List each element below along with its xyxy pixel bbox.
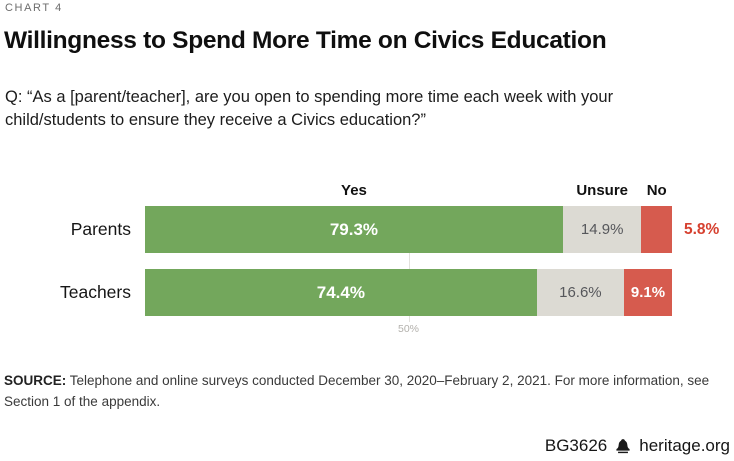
value-label-teachers-unsure: 16.6% (559, 284, 602, 301)
liberty-bell-icon (616, 439, 630, 454)
footer-site: heritage.org (639, 436, 730, 455)
stacked-bar-chart: 50% Yes Unsure No Parents 5.8% 79.3% 14.9% Teac… (0, 180, 734, 340)
bar-row-parents: Parents 5.8% 79.3% 14.9% (0, 206, 734, 253)
value-label-outside-parents-no: 5.8% (684, 221, 720, 238)
footer: BG3626 heritage.org (545, 435, 730, 457)
bar-segment-parents-no (641, 206, 672, 253)
row-label-parents: Parents (70, 219, 131, 239)
bar-segment-parents-yes: 79.3% (145, 206, 563, 253)
column-header-unsure: Unsure (576, 182, 629, 199)
bar-segment-parents-unsure: 14.9% (562, 206, 642, 253)
report-id: BG3626 (544, 436, 608, 455)
gridline-label: 50% (397, 323, 420, 335)
source-prefix: SOURCE: (4, 373, 67, 388)
bar-segment-teachers-yes: 74.4% (145, 269, 537, 316)
row-label-teachers: Teachers (59, 282, 131, 302)
value-label-parents-yes: 79.3% (329, 219, 379, 239)
bar-track: 79.3% 14.9% (145, 206, 672, 253)
bar-row-teachers: Teachers 74.4% 16.6% 9.1% (0, 269, 734, 316)
survey-question: Q: “As a [parent/teacher], are you open … (5, 88, 614, 129)
value-label-teachers-no: 9.1% (630, 284, 666, 301)
value-label-parents-unsure: 14.9% (580, 221, 624, 238)
bar-segment-teachers-unsure: 16.6% (536, 269, 625, 316)
column-header-yes: Yes (341, 182, 367, 199)
column-header-no: No (646, 182, 667, 199)
gridline-50pct (408, 206, 410, 322)
chart-number-label: CHART 4 (5, 2, 63, 14)
page-title: Willingness to Spend More Time on Civics… (4, 27, 607, 54)
bar-track: 74.4% 16.6% 9.1% (145, 269, 672, 316)
value-label-teachers-yes: 74.4% (316, 282, 365, 302)
bar-segment-teachers-no: 9.1% (624, 269, 672, 316)
source-note: SOURCE: Telephone and online surveys con… (4, 370, 720, 412)
source-text: Telephone and online surveys conducted D… (4, 373, 710, 409)
